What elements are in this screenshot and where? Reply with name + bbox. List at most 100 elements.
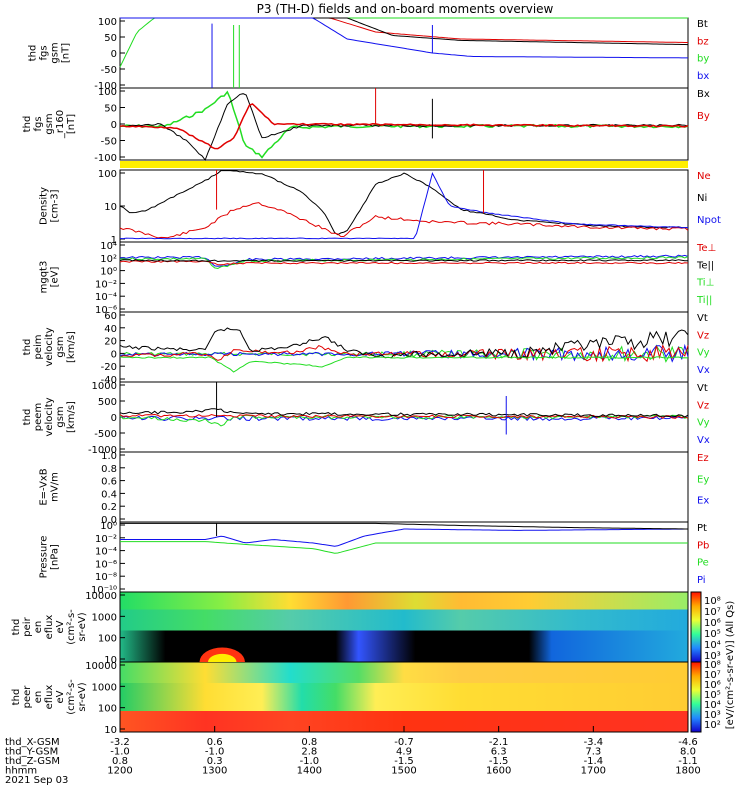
y-tick-label: -500 bbox=[94, 429, 117, 440]
y-tick-label: -1000 bbox=[88, 445, 117, 456]
peir-spectrogram-band bbox=[120, 609, 688, 631]
legend-entry: Vt bbox=[697, 313, 708, 324]
legend-entry: Pi bbox=[697, 575, 706, 586]
footer-row-label: thd_Y-GSM bbox=[5, 747, 58, 758]
y-axis-label: [nPa] bbox=[50, 544, 61, 570]
footer-date: 2021 Sep 03 bbox=[5, 775, 68, 786]
series-ti-line bbox=[119, 256, 689, 270]
series-vt-line bbox=[119, 327, 689, 359]
colorbar-tick-label: 10⁴ bbox=[704, 700, 721, 711]
legend-entry: Pe bbox=[697, 558, 709, 569]
y-tick-label: 0.2 bbox=[101, 502, 117, 513]
footer-value: 1500 bbox=[391, 766, 416, 777]
series-bt-line bbox=[120, 17, 689, 46]
colorbar-tick-label: 10³ bbox=[704, 710, 721, 721]
colorbar-tick-label: 10⁶ bbox=[704, 618, 721, 629]
series-pe-line bbox=[120, 541, 688, 554]
footer-row-label: thd_X-GSM bbox=[5, 737, 60, 748]
y-tick-label: 500 bbox=[98, 397, 117, 408]
footer-row-label: thd_Z-GSM bbox=[5, 756, 60, 767]
panel-frame-density bbox=[119, 169, 689, 243]
legend-entry: Te⊥ bbox=[696, 243, 716, 254]
y-tick-label: 1.0 bbox=[101, 451, 117, 462]
y-axis-label: eV bbox=[55, 620, 66, 633]
footer-value: 1400 bbox=[297, 766, 322, 777]
y-tick-label: 1 bbox=[111, 235, 117, 246]
y-axis-label: thd bbox=[11, 689, 22, 706]
footer-value: -0.7 bbox=[394, 737, 414, 748]
series-pi-line bbox=[120, 528, 688, 547]
footer-value: -1.0 bbox=[205, 747, 225, 758]
colorbar-tick-label: 10³ bbox=[704, 651, 721, 662]
footer-value: -1.0 bbox=[110, 747, 130, 758]
y-tick-label: 10 bbox=[104, 725, 117, 736]
y-axis-label: gsm bbox=[55, 336, 66, 357]
colorbar-label: [eV/(cm²-s-sr-eV)] (All Qs) bbox=[725, 601, 736, 730]
y-axis-label: sr-eV) bbox=[77, 682, 88, 711]
y-axis-label: en bbox=[33, 621, 44, 634]
legend-entry: By bbox=[697, 111, 710, 122]
y-axis-label: [cm-3] bbox=[50, 189, 61, 222]
legend-entry: Ez bbox=[697, 453, 709, 464]
footer-value: 8.0 bbox=[680, 747, 696, 758]
data-quality-bar bbox=[120, 161, 688, 168]
series-bx-line bbox=[119, 93, 689, 162]
peer-spectrogram-band bbox=[120, 683, 688, 712]
y-axis-label: thd bbox=[22, 116, 33, 133]
y-tick-label: 1000 bbox=[92, 381, 117, 392]
y-tick-label: 0 bbox=[111, 49, 117, 60]
y-axis-label: thd bbox=[22, 339, 33, 356]
y-tick-label: 10⁻⁶ bbox=[95, 559, 117, 570]
footer-value: 6.3 bbox=[491, 747, 507, 758]
y-axis-label: fgs bbox=[39, 45, 50, 60]
panel-frame-fgs bbox=[119, 17, 689, 89]
colorbar-tick-label: 10⁶ bbox=[704, 680, 721, 691]
series-ne-line bbox=[119, 202, 689, 239]
y-axis-label: eflux bbox=[44, 615, 55, 640]
y-axis-label: peem bbox=[33, 403, 44, 431]
footer-value: 1200 bbox=[107, 766, 132, 777]
y-tick-label: -50 bbox=[101, 65, 117, 76]
footer-value: 7.3 bbox=[585, 747, 601, 758]
series-tepar-line bbox=[119, 259, 689, 263]
y-axis-label: mV/m bbox=[50, 472, 61, 502]
y-tick-label: 1000 bbox=[92, 682, 117, 693]
y-tick-label: 100 bbox=[98, 169, 117, 180]
figure-title: P3 (TH-D) fields and on-board moments ov… bbox=[257, 2, 554, 16]
y-tick-label: -40 bbox=[101, 375, 117, 386]
y-axis-label: thd bbox=[11, 619, 22, 636]
y-tick-label: 0 bbox=[111, 413, 117, 424]
y-tick-label: 10 bbox=[104, 202, 117, 213]
y-tick-label: 10⁻⁶ bbox=[95, 305, 117, 316]
y-axis-label: (cm²-s- bbox=[66, 609, 77, 645]
series-bx-line bbox=[120, 17, 688, 59]
legend-entry: Ti⊥ bbox=[696, 278, 714, 289]
y-axis-label: (cm²-s- bbox=[66, 679, 77, 715]
footer-value: -1.5 bbox=[489, 756, 509, 767]
y-tick-label: 50 bbox=[104, 33, 117, 44]
y-tick-label: 60 bbox=[104, 311, 117, 322]
y-tick-label: 0.8 bbox=[101, 464, 117, 475]
y-axis-label: E=-VxB bbox=[39, 468, 50, 505]
footer-value: 1300 bbox=[202, 766, 227, 777]
legend-entry: bz bbox=[697, 36, 709, 47]
colorbar-tick-label: 10⁵ bbox=[704, 629, 721, 640]
colorbar-tick-label: 10⁷ bbox=[704, 670, 721, 681]
y-tick-label: 0.0 bbox=[101, 515, 117, 526]
y-tick-label: 10000 bbox=[85, 661, 117, 672]
y-axis-label: peir bbox=[22, 616, 33, 636]
peir-spectrogram bbox=[120, 592, 688, 663]
y-axis-label: en bbox=[33, 691, 44, 704]
y-tick-label: 20 bbox=[104, 337, 117, 348]
peer-spectrogram-band bbox=[120, 711, 688, 733]
colorbar bbox=[690, 661, 702, 733]
legend-entry: Vx bbox=[697, 435, 710, 446]
y-tick-label: -20 bbox=[101, 362, 117, 373]
y-tick-label: 50 bbox=[104, 104, 117, 115]
footer-value: -1.0 bbox=[300, 756, 320, 767]
y-axis-label: Pressure bbox=[39, 536, 50, 579]
legend-entry: Ni bbox=[697, 193, 707, 204]
peer-spectrogram bbox=[120, 662, 688, 733]
y-tick-label: 10⁴ bbox=[100, 241, 117, 252]
